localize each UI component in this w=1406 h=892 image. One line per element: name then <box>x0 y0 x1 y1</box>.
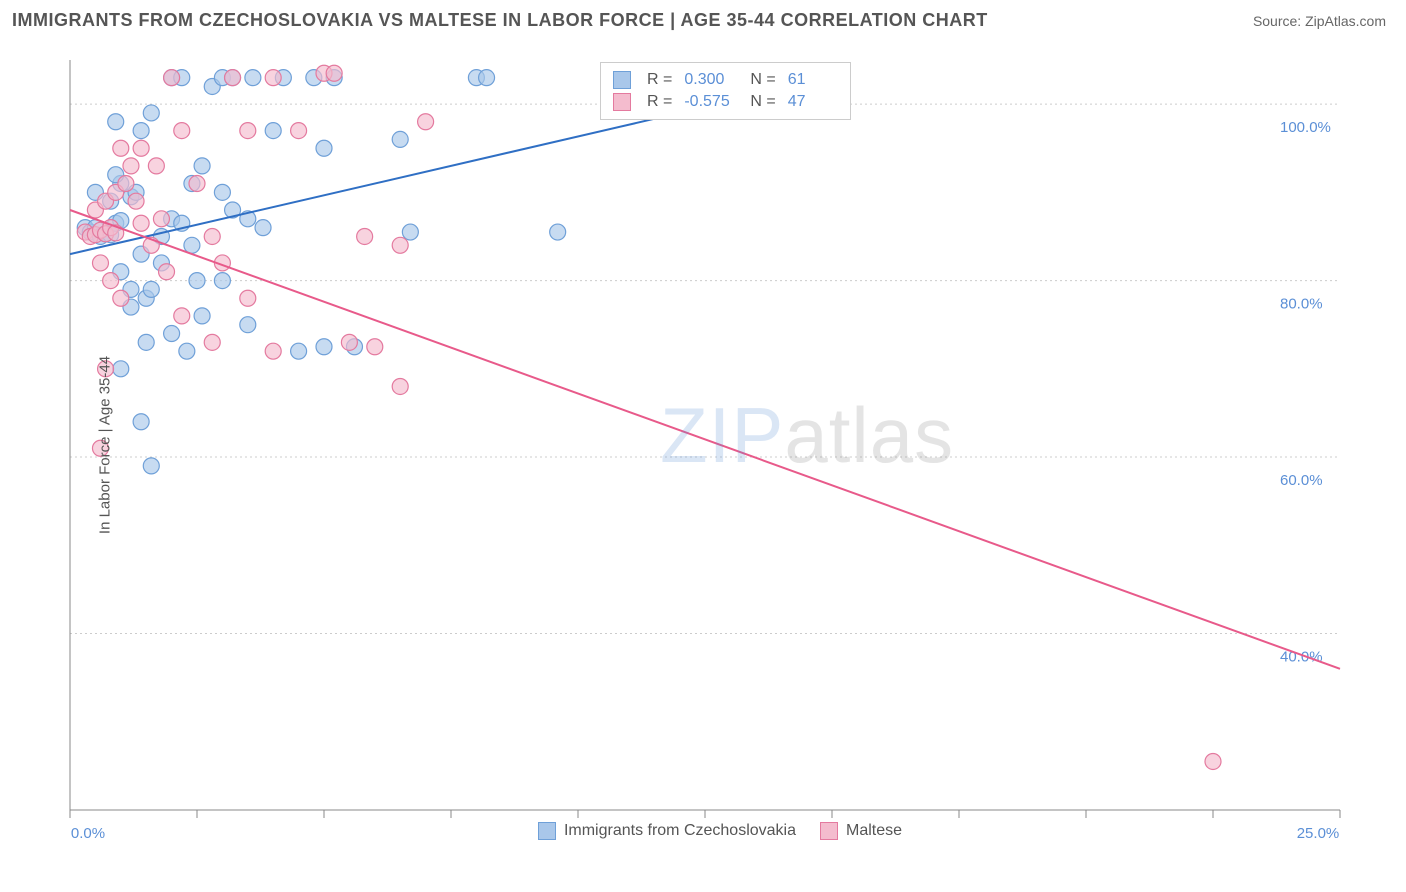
data-point <box>204 228 220 244</box>
data-point <box>159 264 175 280</box>
data-point <box>240 317 256 333</box>
r-label: R = <box>647 71 672 89</box>
data-point <box>143 281 159 297</box>
data-point <box>133 123 149 139</box>
data-point <box>265 123 281 139</box>
r-value: 0.300 <box>684 71 734 89</box>
y-tick-label: 60.0% <box>1280 472 1323 489</box>
chart-container: In Labor Force | Age 35-44 40.0% 60.0% 80.… <box>50 50 1390 840</box>
legend-label: Maltese <box>846 822 902 840</box>
legend-item: Immigrants from Czechoslovakia <box>538 822 796 840</box>
y-axis-label: In Labor Force | Age 35-44 <box>97 356 114 534</box>
chart-header: IMMIGRANTS FROM CZECHOSLOVAKIA VS MALTES… <box>0 0 1406 37</box>
data-point <box>179 343 195 359</box>
data-point <box>113 361 129 377</box>
data-point <box>118 176 134 192</box>
data-point <box>143 458 159 474</box>
data-point <box>153 211 169 227</box>
data-point <box>143 105 159 121</box>
source-attribution: Source: ZipAtlas.com <box>1253 13 1386 29</box>
legend-label: Immigrants from Czechoslovakia <box>564 822 796 840</box>
legend-row: R = -0.575 N = 47 <box>613 91 838 113</box>
data-point <box>113 140 129 156</box>
data-point <box>316 140 332 156</box>
data-point <box>326 65 342 81</box>
data-point <box>148 158 164 174</box>
data-point <box>133 414 149 430</box>
chart-title: IMMIGRANTS FROM CZECHOSLOVAKIA VS MALTES… <box>12 10 988 31</box>
data-point <box>341 334 357 350</box>
data-point <box>479 70 495 86</box>
n-value: 61 <box>788 71 838 89</box>
trend-line <box>70 210 1340 669</box>
data-point <box>550 224 566 240</box>
data-point <box>392 237 408 253</box>
data-point <box>108 114 124 130</box>
r-label: R = <box>647 93 672 111</box>
data-point <box>255 220 271 236</box>
data-point <box>174 308 190 324</box>
y-tick-label: 100.0% <box>1280 119 1331 136</box>
legend-swatch <box>613 93 631 111</box>
n-value: 47 <box>788 93 838 111</box>
data-point <box>204 334 220 350</box>
legend-swatch <box>613 71 631 89</box>
data-point <box>123 158 139 174</box>
data-point <box>184 237 200 253</box>
correlation-legend: R = 0.300 N = 61 R = -0.575 N = 47 <box>600 62 851 120</box>
legend-swatch <box>820 822 838 840</box>
data-point <box>291 343 307 359</box>
r-value: -0.575 <box>684 93 734 111</box>
data-point <box>418 114 434 130</box>
data-point <box>113 290 129 306</box>
y-tick-label: 80.0% <box>1280 296 1323 313</box>
data-point <box>133 215 149 231</box>
data-point <box>214 273 230 289</box>
data-point <box>392 378 408 394</box>
scatter-chart: 40.0%60.0%80.0%100.0%0.0%25.0% <box>50 50 1390 840</box>
data-point <box>357 228 373 244</box>
data-point <box>240 123 256 139</box>
legend-swatch <box>538 822 556 840</box>
data-point <box>103 273 119 289</box>
data-point <box>291 123 307 139</box>
data-point <box>194 158 210 174</box>
data-point <box>194 308 210 324</box>
data-point <box>367 339 383 355</box>
data-point <box>1205 753 1221 769</box>
y-tick-label: 40.0% <box>1280 649 1323 666</box>
data-point <box>402 224 418 240</box>
data-point <box>189 176 205 192</box>
data-point <box>128 193 144 209</box>
data-point <box>316 339 332 355</box>
data-point <box>245 70 261 86</box>
data-point <box>92 255 108 271</box>
legend-row: R = 0.300 N = 61 <box>613 69 838 91</box>
data-point <box>133 140 149 156</box>
data-point <box>392 131 408 147</box>
data-point <box>265 343 281 359</box>
n-label: N = <box>750 71 775 89</box>
legend-item: Maltese <box>820 822 902 840</box>
data-point <box>240 290 256 306</box>
data-point <box>164 70 180 86</box>
n-label: N = <box>750 93 775 111</box>
data-point <box>265 70 281 86</box>
data-point <box>164 326 180 342</box>
data-point <box>138 334 154 350</box>
data-point <box>174 123 190 139</box>
data-point <box>189 273 205 289</box>
data-point <box>225 70 241 86</box>
data-point <box>214 184 230 200</box>
bottom-legend: Immigrants from Czechoslovakia Maltese <box>50 822 1390 840</box>
